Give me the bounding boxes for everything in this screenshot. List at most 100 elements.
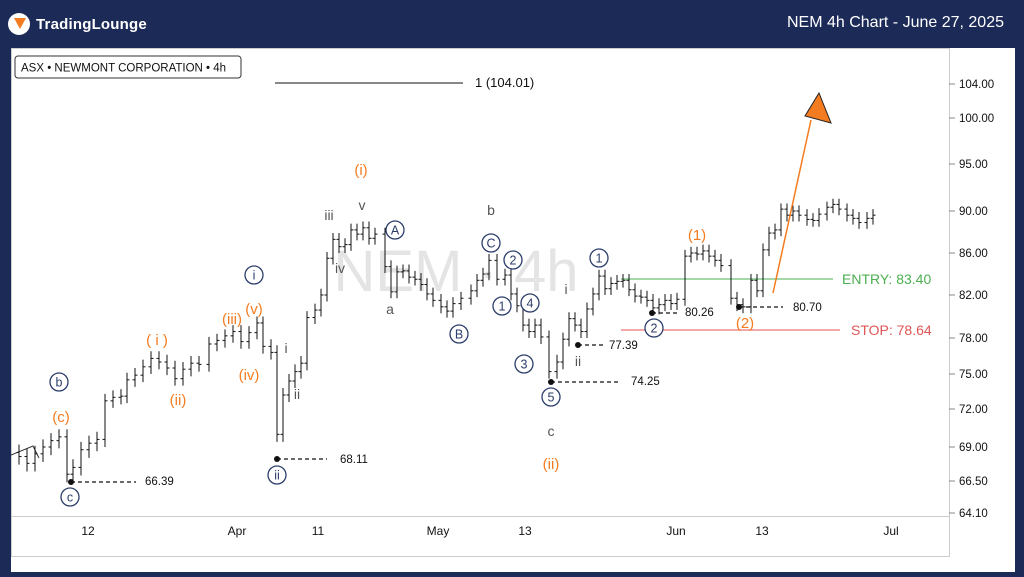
price-bar [382, 227, 388, 273]
price-bar [590, 287, 596, 316]
wave-orange-i-top: (i) [354, 162, 367, 179]
price-bar [650, 293, 656, 315]
price-bar [394, 265, 400, 299]
price-bar [86, 435, 92, 458]
wave-gray-c: c [548, 423, 555, 439]
price-bar [754, 274, 760, 298]
price-bar [816, 208, 822, 227]
price-bar [388, 260, 394, 299]
price-bar [110, 390, 116, 408]
svg-text:2: 2 [651, 322, 658, 336]
price-bar [674, 292, 680, 311]
price-bar [772, 223, 778, 240]
wave-gray-a: a [386, 301, 394, 317]
price-marker-77: 77.39 [575, 340, 638, 352]
price-bar [662, 293, 668, 312]
y-tick-label: 69.00 [959, 442, 988, 454]
brand-logo: TradingLounge [8, 12, 147, 36]
price-axis: 64.10 66.50 69.00 72.00 75.00 78.00 82.00 86.00… [949, 79, 994, 520]
wave-orange-v: (v) [245, 301, 263, 318]
y-tick-label: 95.00 [959, 159, 988, 171]
price-bar [760, 243, 766, 298]
price-bar [214, 333, 220, 352]
svg-text:b: b [56, 376, 63, 390]
price-bar [532, 318, 538, 338]
svg-text:2: 2 [510, 254, 517, 268]
entry-label: ENTRY: 83.40 [842, 271, 931, 287]
price-bar [566, 312, 572, 347]
price-bar [254, 316, 260, 340]
wave-circled-ii: ii [267, 465, 287, 485]
price-bar [418, 272, 424, 291]
svg-text:A: A [391, 224, 400, 238]
price-bar [230, 325, 236, 343]
price-bar [706, 244, 712, 263]
wave-circled-2-may: 2 [503, 250, 523, 270]
wave-circled-1-may: 1 [492, 296, 512, 316]
price-bar [206, 336, 212, 372]
price-marker-label-74: 74.25 [631, 376, 660, 388]
price-bar [268, 339, 274, 360]
x-tick-label: May [427, 524, 450, 538]
fib-target-label: 1 (104.01) [475, 75, 534, 90]
price-bar [400, 264, 406, 279]
price-bar [172, 360, 178, 386]
wave-circled-c: c [60, 487, 80, 507]
y-tick-label: 100.00 [959, 113, 994, 125]
price-bar [614, 275, 620, 290]
price-bar [468, 284, 474, 305]
y-tick-label: 86.00 [959, 248, 988, 260]
price-bar [94, 431, 100, 452]
price-bar [102, 393, 108, 447]
price-bar [830, 198, 836, 214]
symbol-label: ASX • NEWMONT CORPORATION • 4h [21, 63, 226, 75]
price-bar [864, 212, 870, 229]
chart-panel: NEM · 4h ASX • NEWMONT CORPORATION • 4h … [10, 48, 1015, 572]
svg-text:1: 1 [596, 252, 603, 266]
y-tick-label: 72.00 [959, 404, 988, 416]
price-bar [406, 264, 412, 284]
price-bar [298, 356, 304, 379]
wave-circled-b: b [49, 372, 69, 392]
price-bar [24, 448, 30, 472]
wave-circled-2-jun: 2 [644, 318, 664, 338]
price-bar [502, 268, 508, 286]
price-bar [246, 326, 252, 349]
x-tick-label: 13 [518, 524, 532, 538]
price-bar [824, 201, 830, 221]
price-bar [366, 221, 372, 245]
projection-line [772, 119, 812, 294]
svg-text:ii: ii [274, 469, 280, 483]
y-tick-label: 66.50 [959, 476, 988, 488]
price-bar [312, 303, 318, 325]
wave-gray-iii: iii [324, 207, 333, 223]
price-bar [836, 198, 842, 216]
price-bar [850, 209, 856, 225]
wave-gray-v: v [359, 197, 366, 213]
watermark: NEM · 4h [334, 239, 579, 304]
wave-orange-iv: (iv) [239, 367, 260, 384]
price-bar [526, 318, 532, 338]
price-bar [260, 316, 266, 354]
price-bar [856, 212, 862, 229]
price-bar [458, 291, 464, 311]
price-bar [494, 254, 500, 286]
price-bar [304, 311, 310, 371]
chart-header: TradingLounge NEM 4h Chart - June 27, 20… [0, 0, 1024, 48]
wave-orange-1: (1) [688, 227, 706, 244]
price-bar [728, 259, 734, 305]
price-bar [412, 270, 418, 286]
price-bar [156, 351, 162, 370]
price-marker-74: 74.25 [548, 376, 660, 388]
wave-gray-b: b [487, 202, 495, 218]
price-bar [766, 226, 772, 257]
price-marker-label-80-70: 80.70 [793, 302, 822, 314]
wave-circled-i: i [244, 265, 264, 285]
price-bar [508, 268, 514, 301]
price-bar [554, 354, 560, 379]
price-bar [56, 429, 62, 449]
price-bar [360, 221, 366, 241]
wave-circled-B: B [449, 324, 469, 344]
price-bar [810, 213, 816, 227]
price-bar [70, 459, 76, 483]
